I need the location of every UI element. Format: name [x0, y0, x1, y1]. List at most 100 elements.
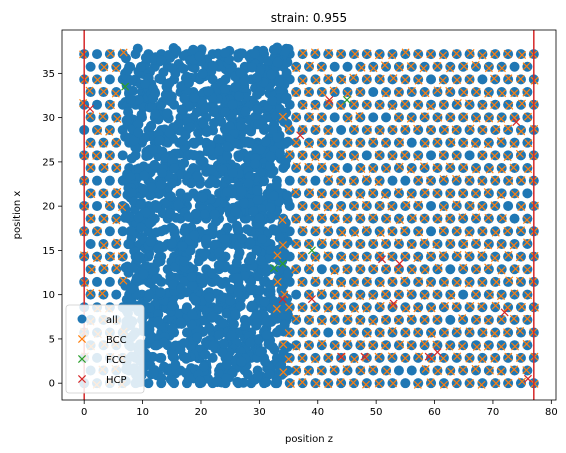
point-bcc: [395, 63, 404, 72]
point-bcc: [337, 279, 346, 288]
point-bcc: [426, 50, 435, 59]
point-all: [279, 319, 290, 330]
point-bcc: [458, 342, 467, 351]
point-bcc: [105, 200, 114, 209]
point-bcc: [351, 152, 360, 162]
y-tick-label: 30: [42, 113, 55, 124]
point-bcc: [477, 250, 486, 259]
point-bcc: [272, 304, 281, 313]
point-all: [147, 144, 158, 155]
point-all: [126, 153, 137, 164]
point-bcc: [432, 163, 441, 172]
point-bcc: [445, 342, 454, 351]
point-bcc: [464, 251, 473, 260]
point-all: [316, 238, 327, 249]
point-bcc: [376, 228, 385, 237]
series-all: [79, 42, 539, 389]
point-hcp: [433, 348, 442, 357]
point-bcc: [299, 101, 308, 110]
point-bcc: [375, 201, 384, 210]
point-all: [125, 226, 136, 237]
point-bcc: [523, 314, 532, 323]
point-bcc: [93, 126, 103, 136]
point-bcc: [446, 367, 455, 376]
point-bcc: [350, 355, 359, 364]
point-all: [426, 150, 437, 161]
point-bcc: [460, 62, 469, 71]
point-bcc: [368, 341, 377, 350]
point-bcc: [522, 62, 531, 71]
point-all: [251, 245, 262, 256]
point-bcc: [337, 150, 346, 159]
point-bcc: [342, 265, 351, 274]
point-bcc: [292, 365, 301, 374]
point-all: [230, 82, 241, 93]
point-all: [355, 289, 366, 300]
point-bcc: [343, 290, 353, 299]
point-bcc: [491, 301, 500, 310]
point-all: [509, 289, 520, 300]
point-all: [179, 93, 190, 104]
point-all: [153, 309, 164, 320]
point-all: [133, 127, 144, 138]
point-bcc: [471, 139, 480, 148]
point-hcp: [360, 352, 369, 361]
point-bcc: [498, 89, 507, 98]
point-all: [111, 289, 122, 300]
point-bcc: [466, 49, 475, 58]
y-tick-label: 5: [49, 334, 55, 345]
point-all: [291, 162, 302, 173]
point-all: [251, 318, 262, 329]
point-bcc: [113, 163, 122, 172]
point-all: [224, 121, 235, 132]
point-all: [419, 340, 430, 351]
point-bcc: [492, 379, 501, 388]
point-bcc: [85, 111, 95, 120]
point-all: [122, 65, 133, 76]
point-all: [387, 352, 398, 363]
point-bcc: [336, 177, 345, 186]
point-bcc: [311, 102, 320, 111]
point-bcc: [357, 63, 366, 72]
point-bcc: [491, 175, 500, 184]
point-bcc: [337, 302, 346, 311]
point-all: [257, 233, 268, 244]
point-all: [209, 209, 220, 220]
point-all: [190, 295, 201, 306]
point-all: [273, 265, 284, 276]
point-all: [316, 264, 327, 275]
point-all: [234, 91, 245, 102]
point-bcc: [117, 252, 126, 261]
point-bcc: [363, 253, 372, 262]
point-bcc: [479, 328, 488, 337]
point-all: [222, 186, 233, 197]
point-bcc: [421, 188, 430, 197]
point-all: [280, 303, 291, 314]
point-all: [155, 287, 166, 298]
point-all: [123, 239, 134, 250]
point-all: [197, 68, 208, 79]
point-bcc: [515, 253, 524, 262]
point-bcc: [305, 214, 314, 223]
point-all: [310, 276, 321, 287]
point-bcc: [298, 150, 307, 159]
point-bcc: [471, 60, 480, 70]
point-all: [283, 268, 294, 279]
point-bcc: [99, 87, 108, 96]
point-all: [181, 368, 192, 379]
point-bcc: [297, 278, 306, 287]
point-bcc: [298, 354, 307, 363]
point-bcc: [433, 86, 442, 95]
point-bcc: [349, 177, 358, 186]
point-all: [207, 74, 218, 85]
point-all: [348, 49, 359, 60]
point-bcc: [465, 354, 474, 363]
point-all: [522, 213, 533, 224]
point-all: [264, 369, 275, 380]
point-all: [490, 251, 501, 262]
point-all: [381, 213, 392, 224]
point-bcc: [421, 89, 430, 98]
point-bcc: [368, 317, 377, 326]
point-all: [342, 87, 353, 98]
point-bcc: [452, 152, 461, 161]
